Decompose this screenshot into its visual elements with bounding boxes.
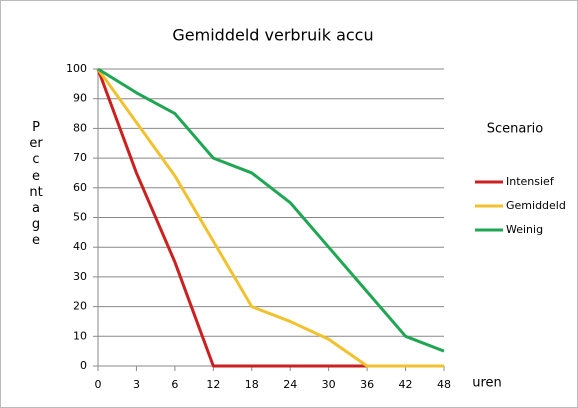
legend-label: Weinig xyxy=(506,223,543,236)
y-tick-label: 40 xyxy=(73,240,87,253)
y-tick-label: 90 xyxy=(73,92,87,105)
y-tick-label: 100 xyxy=(66,62,87,75)
series-line xyxy=(97,67,445,353)
series-line xyxy=(96,68,368,368)
y-tick-label: 50 xyxy=(73,211,87,224)
x-tick-label: 48 xyxy=(437,378,451,391)
x-tick-label: 0 xyxy=(95,378,102,391)
x-tick-label: 12 xyxy=(206,378,220,391)
chart-title: Gemiddeld verbruik accu xyxy=(172,26,373,45)
y-tick-label: 20 xyxy=(73,300,87,313)
series-line xyxy=(96,68,444,368)
x-tick-label: 18 xyxy=(245,378,259,391)
y-tick-label: 80 xyxy=(73,121,87,134)
x-tick-label: 24 xyxy=(283,378,297,391)
x-axis-label: uren xyxy=(472,376,502,391)
x-tick-label: 42 xyxy=(399,378,413,391)
x-tick-label: 36 xyxy=(360,378,374,391)
legend-label: Intensief xyxy=(506,175,555,188)
y-tick-label: 70 xyxy=(73,151,87,164)
y-tick-label: 30 xyxy=(73,270,87,283)
y-axis-label: Percentage xyxy=(29,120,43,249)
y-tick-label: 10 xyxy=(73,329,87,342)
y-tick-label: 0 xyxy=(80,359,87,372)
x-tick-label: 6 xyxy=(171,378,178,391)
legend-label: Gemiddeld xyxy=(506,199,566,212)
y-tick-label: 60 xyxy=(73,181,87,194)
x-tick-label: 30 xyxy=(322,378,336,391)
x-tick-label: 3 xyxy=(133,378,140,391)
legend-title: Scenario xyxy=(487,122,544,137)
